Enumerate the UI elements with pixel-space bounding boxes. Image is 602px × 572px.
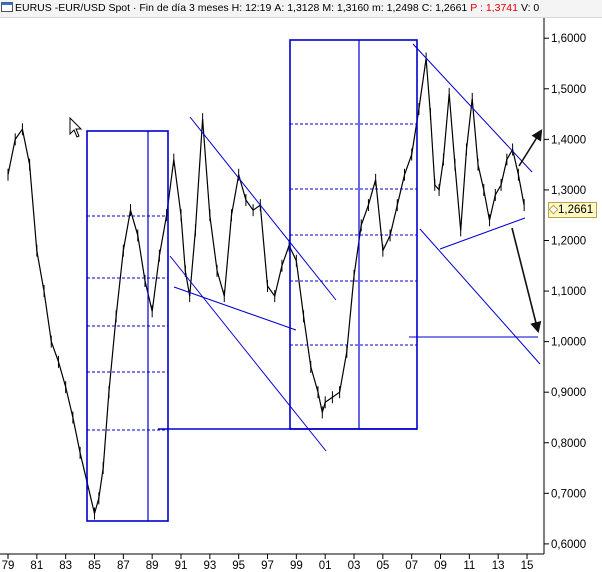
wedge-projection [419, 228, 541, 365]
channel-upper [189, 116, 337, 301]
symbol-label: EURUS [15, 2, 52, 14]
price-line [7, 58, 525, 516]
y-tick-label: 1,3000 [551, 185, 586, 197]
y-tick-label: 0,8000 [551, 438, 586, 450]
x-tick-label: 85 [88, 560, 101, 572]
x-tick-label: 87 [117, 560, 130, 572]
x-tick-label: 83 [59, 560, 72, 572]
x-tick-label: 99 [290, 560, 303, 572]
x-tick-label: 79 [2, 560, 15, 572]
chart-header: EURUS -EUR/USD Spot · Fin de día 3 meses H… [0, 0, 602, 18]
x-tick-label: 01 [319, 560, 332, 572]
x-tick-label: 09 [434, 560, 447, 572]
x-tick-label: 93 [203, 560, 216, 572]
drawing-layer [69, 39, 543, 522]
x-tick-label: 15 [521, 560, 534, 572]
x-tick-label: 91 [175, 560, 188, 572]
y-tick-label: 1,1000 [551, 286, 586, 298]
cursor-icon [69, 116, 83, 138]
y-tick-label: 1,6000 [551, 33, 586, 45]
x-tick-label: 05 [376, 560, 389, 572]
y-tick-label: 1,2000 [551, 235, 586, 247]
x-tick-label: 07 [405, 560, 418, 572]
y-tick-label: 1,5000 [551, 84, 586, 96]
wedge-upper [412, 43, 533, 173]
hour-label: H: 12:19 [231, 2, 272, 14]
arrow-down [511, 227, 542, 334]
channel-lower [169, 255, 327, 452]
channel-base [173, 286, 297, 331]
percent-label: P : 1,3741 [470, 2, 518, 14]
window-icon [1, 2, 13, 12]
close-label: C: 1,2661 [421, 2, 468, 14]
last-price-label: 1,2661 [548, 202, 598, 218]
price-series [7, 52, 525, 520]
axes: 0,6000 0,7000 0,8000 0,9000 1,0000 1,1000 1,20… [0, 18, 586, 572]
x-tick-label: 11 [463, 560, 475, 572]
instrument-title: EUR/USD Spot · Fin de día 3 meses [58, 2, 229, 14]
x-tick-label: 81 [30, 560, 43, 572]
x-tick-label: 95 [232, 560, 245, 572]
volume-label: V: 0 [520, 2, 540, 14]
arrow-up [518, 129, 543, 167]
y-tick-label: 0,9000 [551, 387, 586, 399]
y-tick-label: 0,7000 [551, 488, 586, 500]
min-label: m: 1,2498 [372, 2, 419, 14]
x-tick-label: 13 [492, 560, 505, 572]
open-label: A: 1,3128 [274, 2, 320, 14]
y-tick-label: 0,6000 [551, 539, 586, 551]
wedge-lower [439, 217, 526, 250]
x-tick-label: 89 [146, 560, 159, 572]
y-tick-label: 1,0000 [551, 337, 586, 349]
x-tick-label: 97 [261, 560, 274, 572]
y-tick-label: 1,4000 [551, 134, 586, 146]
x-tick-label: 03 [348, 560, 361, 572]
max-label: M: 1,3160 [322, 2, 370, 14]
